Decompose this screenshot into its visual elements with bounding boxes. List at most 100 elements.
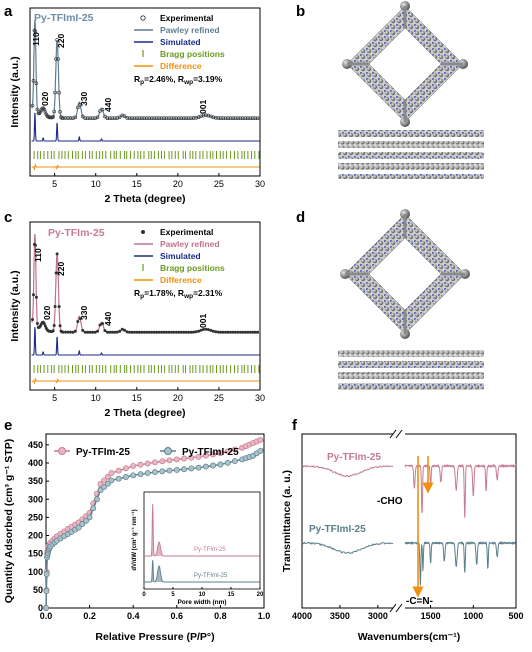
isotherm-point bbox=[181, 466, 188, 473]
isotherm-axes: 0.0 0.2 0.4 0.6 0.8 1.00501001502002503003504… bbox=[28, 440, 270, 621]
experimental-point bbox=[177, 330, 181, 334]
experimental-point bbox=[194, 330, 198, 334]
legend-marker-tfimi bbox=[164, 447, 172, 455]
experimental-point bbox=[101, 322, 104, 326]
experimental-point bbox=[191, 116, 196, 120]
inset-label-tfimi: Py-TFImI-25 bbox=[194, 573, 228, 579]
isotherm-point bbox=[188, 454, 195, 461]
experimental-point bbox=[186, 116, 191, 120]
ftir-ylabel: Transmittance (a. u.) bbox=[281, 470, 293, 572]
experimental-point bbox=[221, 330, 225, 334]
legend-tfimi: Py-TFImI-25 bbox=[182, 447, 239, 458]
isotherm-point bbox=[108, 477, 115, 484]
experimental-point bbox=[32, 293, 35, 297]
xrd-c-r-factors: Rp=1.78%, Rwp=2.31% bbox=[134, 288, 223, 300]
legend-marker-tfim bbox=[58, 447, 66, 455]
experimental-point bbox=[59, 115, 63, 119]
x-tick-label: 1500 bbox=[421, 611, 441, 621]
inset-series-tfimi bbox=[144, 559, 260, 583]
experimental-point bbox=[239, 330, 242, 334]
experimental-point bbox=[96, 329, 99, 333]
experimental-point bbox=[142, 330, 146, 334]
panel-e: e 0.0 0.2 0.4 0.6 0.8 1.005010015020025030035… bbox=[3, 417, 270, 643]
isotherm-point bbox=[195, 453, 202, 460]
experimental-point bbox=[103, 114, 107, 119]
ftir-x-axis: 4000 3500 3000 1500 1000 500 bbox=[292, 605, 524, 621]
experimental-point bbox=[216, 330, 220, 334]
experimental-point bbox=[154, 116, 159, 120]
experimental-point bbox=[130, 330, 134, 334]
panel-a: a Py-TFImI-25 Experimental Pawley refine… bbox=[4, 3, 265, 205]
experimental-point bbox=[53, 305, 57, 308]
experimental-point bbox=[172, 116, 176, 120]
xrd-c-xlabel: 2 Theta (degree) bbox=[104, 407, 185, 419]
y-tick-label: 350 bbox=[28, 476, 43, 486]
experimental-point bbox=[147, 116, 152, 120]
experimental-point bbox=[256, 330, 260, 334]
isotherm-xlabel: Relative Pressure (P/P°) bbox=[95, 631, 214, 643]
experimental-point bbox=[162, 116, 166, 120]
x-tick-label: 20 bbox=[173, 179, 183, 189]
experimental-point bbox=[35, 322, 39, 325]
x-tick-label: 3500 bbox=[330, 611, 350, 621]
x-tick-label: 3000 bbox=[368, 611, 388, 621]
experimental-point bbox=[110, 330, 114, 334]
x-tick-label: 10 bbox=[91, 393, 101, 403]
isotherm-point bbox=[101, 477, 108, 484]
experimental-point bbox=[52, 109, 57, 114]
experimental-point bbox=[241, 330, 245, 334]
x-tick-label: 20 bbox=[173, 393, 183, 403]
experimental-point bbox=[80, 114, 85, 119]
experimental-point bbox=[78, 103, 83, 107]
experimental-point bbox=[56, 57, 60, 61]
legend-difference: Difference bbox=[160, 61, 202, 71]
isotherm-point bbox=[166, 457, 173, 464]
crystal-structure-side-view-d bbox=[338, 350, 484, 390]
isotherm-ylabel: Quantity Adsorbed (cm³ g⁻¹ STP) bbox=[3, 439, 15, 603]
inset-x-tick-label: 15 bbox=[228, 592, 235, 598]
experimental-point bbox=[51, 329, 55, 333]
experimental-point bbox=[38, 110, 43, 114]
isotherm-point bbox=[217, 450, 224, 457]
isotherm-legend: Py-TFIm-25 Py-TFImI-25 bbox=[54, 447, 239, 458]
isotherm-point bbox=[224, 448, 231, 455]
peak-label-440: 440 bbox=[103, 98, 113, 112]
x-tick-label: 15 bbox=[132, 179, 142, 189]
ftir-label-tfimi: Py-TFImI-25 bbox=[309, 524, 366, 535]
y-tick-label: 200 bbox=[28, 531, 43, 541]
experimental-point bbox=[122, 114, 127, 118]
experimental-point bbox=[56, 271, 60, 275]
experimental-point bbox=[108, 116, 112, 120]
experimental-point bbox=[113, 330, 117, 334]
experimental-point bbox=[57, 90, 61, 95]
isotherm-point bbox=[108, 470, 115, 477]
series-bragg-positions bbox=[33, 151, 260, 159]
experimental-point bbox=[204, 327, 208, 331]
experimental-point bbox=[167, 116, 171, 120]
experimental-point bbox=[199, 328, 203, 332]
experimental-point bbox=[34, 295, 38, 299]
experimental-point bbox=[137, 330, 141, 334]
experimental-point bbox=[228, 116, 233, 120]
isotherm-point bbox=[43, 571, 50, 578]
experimental-point bbox=[165, 330, 168, 334]
experimental-point bbox=[231, 116, 235, 120]
ftir-series-tfimi-fingerprint bbox=[404, 540, 516, 586]
experimental-point bbox=[140, 116, 144, 120]
experimental-point bbox=[162, 330, 166, 334]
x-tick-label: 5 bbox=[52, 179, 57, 189]
panel-letter-d: d bbox=[296, 209, 305, 226]
y-tick-label: 50 bbox=[33, 585, 43, 595]
x-tick-label: 0.4 bbox=[127, 611, 140, 621]
ftir-xlabel: Wavenumbers(cm⁻¹) bbox=[358, 631, 461, 643]
experimental-point bbox=[189, 116, 193, 120]
x-tick-label: 0.8 bbox=[214, 611, 227, 621]
experimental-point bbox=[172, 330, 176, 334]
experimental-point bbox=[105, 330, 109, 334]
series-pawley-refined bbox=[31, 233, 260, 333]
inset-x-tick-label: 20 bbox=[257, 592, 264, 598]
isotherm-point bbox=[83, 517, 89, 524]
legend-bragg: Bragg positions bbox=[160, 49, 225, 59]
experimental-point bbox=[73, 329, 77, 333]
experimental-point bbox=[234, 330, 237, 334]
